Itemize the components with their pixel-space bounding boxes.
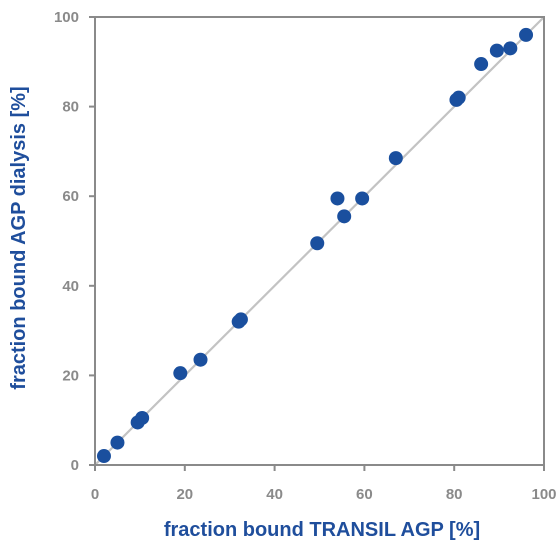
data-point — [503, 41, 518, 56]
x-tick-label: 20 — [176, 486, 193, 503]
plot-frame — [94, 16, 545, 466]
y-tick-label: 60 — [62, 188, 79, 205]
y-tick-label: 100 — [54, 9, 79, 26]
data-point — [233, 312, 248, 327]
data-point — [135, 410, 150, 425]
y-tick-label: 0 — [71, 457, 79, 474]
data-point — [310, 236, 325, 251]
data-point — [193, 352, 208, 367]
x-tick-label: 40 — [266, 486, 283, 503]
data-point — [519, 27, 534, 42]
data-points — [96, 27, 534, 464]
x-tick-label: 80 — [446, 486, 463, 503]
data-point — [173, 366, 188, 381]
x-tick-label: 100 — [531, 486, 556, 503]
y-tick-labels: 0 20 40 60 80 100 — [54, 9, 79, 474]
data-point — [330, 191, 345, 206]
data-point — [474, 57, 489, 72]
data-point — [355, 191, 370, 206]
data-point — [96, 449, 111, 464]
data-point — [451, 90, 466, 105]
y-tick-label: 80 — [62, 99, 79, 116]
data-point — [337, 209, 352, 224]
x-axis-title: fraction bound TRANSIL AGP [%] — [164, 519, 480, 541]
y-axis-title: fraction bound AGP dialysis [%] — [8, 86, 30, 389]
data-point — [110, 435, 125, 450]
data-point — [388, 151, 403, 166]
x-tick-label: 0 — [91, 486, 99, 503]
y-tick-label: 20 — [62, 367, 79, 384]
x-tick-label: 60 — [356, 486, 373, 503]
axes — [89, 16, 545, 471]
data-point — [489, 43, 504, 58]
y-tick-label: 40 — [62, 278, 79, 295]
x-tick-labels: 0 20 40 60 80 100 — [91, 486, 556, 503]
